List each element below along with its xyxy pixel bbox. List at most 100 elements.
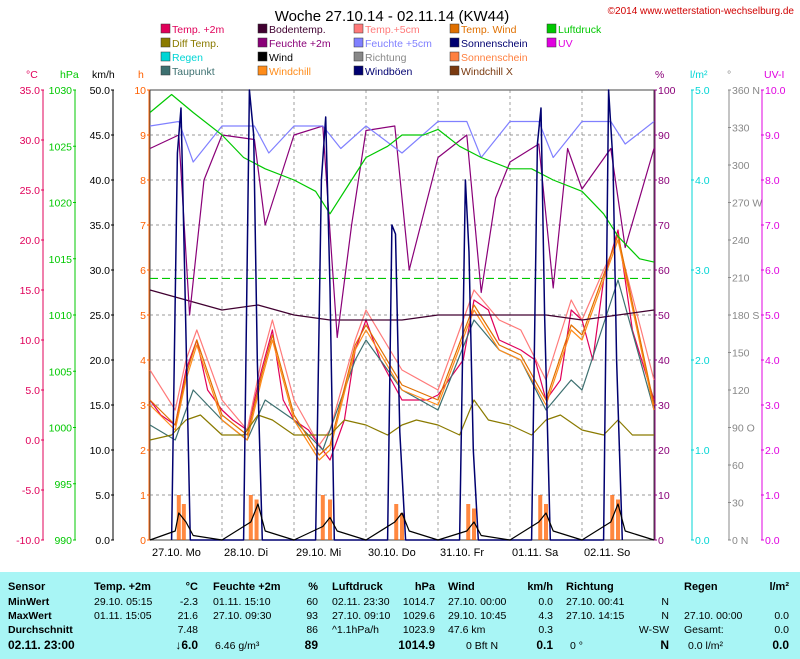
axis-tick-direction_deg: 240: [732, 235, 750, 247]
x-tick-label: 01.11. Sa: [512, 547, 559, 559]
axis-tick-sun_h: 6: [140, 265, 146, 277]
axis-tick-wind_kmh: 0.0: [95, 535, 110, 547]
legend-swatch: [160, 65, 171, 76]
legend-swatch: [546, 37, 557, 48]
x-tick-label: 27.10. Mo: [152, 547, 201, 559]
axis-tick-wind_kmh: 35.0: [90, 220, 111, 232]
sunshine-bar: [400, 513, 404, 540]
direction-current-degrees: 0 °: [570, 640, 583, 652]
humidity-current-absolute: 6.46 g/m³: [215, 640, 260, 652]
temp-max-value: 21.6: [177, 610, 198, 622]
sunshine-bar: [472, 508, 476, 540]
axis-tick-sun_h: 7: [140, 220, 146, 232]
legend-swatch: [546, 23, 557, 34]
axis-tick-sun_h: 8: [140, 175, 146, 187]
series-temp: [149, 229, 655, 461]
axis-tick-uv_index: 7.0: [765, 220, 780, 232]
pressure-unit: hPa: [414, 581, 435, 593]
axis-header-humidity_pct: %: [655, 69, 664, 81]
legend-swatch: [257, 65, 268, 76]
axis-tick-uv_index: 4.0: [765, 355, 780, 367]
axis-header-sun_h: h: [138, 69, 144, 81]
axis-tick-uv_index: 6.0: [765, 265, 780, 277]
temp-current-value: ↓6.0: [175, 638, 198, 652]
axis-tick-wind_kmh: 5.0: [95, 490, 110, 502]
axis-tick-temp_c: -10.0: [16, 535, 40, 547]
axis-tick-pressure_hpa: 1015: [49, 254, 73, 266]
legend-label: Regen: [172, 52, 203, 64]
legend-label: Sonnenschein: [461, 38, 528, 50]
weather-chart: Woche 27.10.14 - 02.11.14 (KW44) ©2014 ww…: [16, 6, 794, 559]
axis-tick-temp_c: 15.0: [20, 285, 41, 297]
rain-max-value: 0.0: [774, 610, 789, 622]
humidity-max-time: 27.10. 09:30: [213, 610, 272, 622]
humidity-min-time: 01.11. 15:10: [213, 596, 271, 608]
axis-tick-direction_deg: 60: [732, 460, 744, 472]
pressure-header: Luftdruck: [332, 581, 383, 593]
axis-tick-direction_deg: 180 S: [732, 310, 759, 322]
axis-tick-wind_kmh: 15.0: [90, 400, 111, 412]
axis-tick-humidity_pct: 100: [658, 85, 676, 97]
chart-title: Woche 27.10.14 - 02.11.14 (KW44): [275, 8, 510, 25]
axis-tick-pressure_hpa: 1010: [49, 310, 73, 322]
legend-label: Wind: [269, 52, 293, 64]
axis-tick-rain_lm2: 2.0: [695, 355, 710, 367]
sunshine-bar: [254, 499, 259, 540]
direction-avg-value: W-SW: [638, 624, 669, 636]
legend-label: UV: [558, 38, 573, 50]
temp-min-value: -2.3: [179, 596, 198, 608]
pressure-max-value: 1029.6: [402, 610, 435, 622]
series-wind: [149, 503, 655, 541]
axis-tick-temp_c: 30.0: [20, 135, 41, 147]
axis-header-pressure_hpa: hPa: [60, 69, 79, 81]
axis-tick-rain_lm2: 0.0: [695, 535, 710, 547]
axis-header-temp_c: °C: [26, 69, 38, 81]
wind-avg-value: 0.3: [538, 624, 553, 636]
legend-label: Temp.+5cm: [365, 24, 420, 36]
rain-total-label: Gesamt:: [684, 624, 724, 636]
series-feuchte: [149, 125, 655, 339]
legend-swatch: [449, 37, 460, 48]
series-temp_wind: [149, 234, 655, 456]
temp-avg-value: 7.48: [177, 624, 198, 636]
humidity-header: Feuchte +2m: [213, 581, 281, 593]
axis-tick-humidity_pct: 40: [658, 355, 670, 367]
sunshine-bar: [176, 495, 181, 540]
legend-swatch: [160, 23, 171, 34]
axis-tick-wind_kmh: 10.0: [90, 445, 111, 457]
axis-tick-temp_c: 5.0: [25, 385, 40, 397]
axis-tick-humidity_pct: 70: [658, 220, 670, 232]
rain-current-value: 0.0: [772, 638, 789, 652]
humidity-max-value: 93: [306, 610, 318, 622]
axis-tick-sun_h: 1: [140, 490, 146, 502]
axis-tick-humidity_pct: 20: [658, 445, 670, 457]
legend-swatch: [449, 51, 460, 62]
axis-header-direction_deg: °: [727, 69, 731, 81]
x-tick-label: 31.10. Fr: [440, 547, 484, 559]
wind-max-value: 4.3: [538, 610, 553, 622]
axis-tick-pressure_hpa: 1025: [49, 141, 73, 153]
direction-min-time: 27.10. 00:41: [566, 596, 625, 608]
axis-tick-uv_index: 0.0: [765, 535, 780, 547]
axis-tick-humidity_pct: 50: [658, 310, 670, 322]
sunshine-bar: [181, 504, 186, 540]
pressure-max-time: 27.10. 09:10: [332, 610, 391, 622]
legend-label: Sonnenschein: [461, 52, 528, 64]
axis-tick-sun_h: 9: [140, 130, 146, 142]
axis-tick-sun_h: 3: [140, 400, 146, 412]
wind-min-time: 27.10. 00:00: [448, 596, 507, 608]
legend-label: Feuchte +2m: [269, 38, 331, 50]
pressure-trend: ^1.1hPa/h: [332, 624, 379, 636]
axis-tick-uv_index: 10.0: [765, 85, 786, 97]
row-max-label: MaxWert: [8, 610, 52, 622]
wind-unit: km/h: [527, 581, 553, 593]
axis-tick-pressure_hpa: 1000: [49, 423, 73, 435]
sunshine-bar: [248, 495, 253, 540]
humidity-min-value: 60: [306, 596, 318, 608]
axis-tick-sun_h: 4: [140, 355, 146, 367]
axis-tick-sun_h: 10: [134, 85, 146, 97]
axis-tick-direction_deg: 30: [732, 498, 744, 510]
legend-label: Windböen: [365, 66, 412, 78]
axis-tick-uv_index: 5.0: [765, 310, 780, 322]
